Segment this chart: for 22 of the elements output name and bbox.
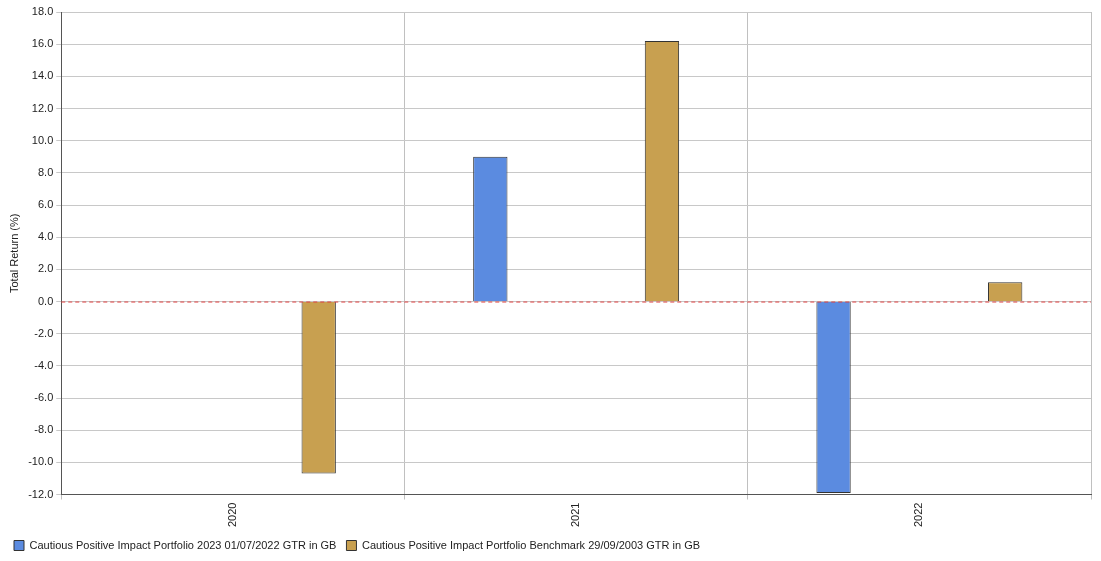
y-tick-label: -12.0 xyxy=(28,487,54,500)
y-tick-label: 18.0 xyxy=(31,5,54,18)
legend-label: Cautious Positive Impact Portfolio 2023 01/07/2022 GTR in GB xyxy=(29,538,337,551)
legend-label: Cautious Positive Impact Portfolio Benchmark 29/09/2003 GTR in GB xyxy=(361,538,701,551)
y-tick-label: 12.0 xyxy=(31,101,54,114)
y-tick-label: 8.0 xyxy=(37,165,54,178)
y-tick-label: -8.0 xyxy=(34,423,54,436)
x-tick-label: 2022 xyxy=(912,502,925,528)
y-tick-label: -4.0 xyxy=(34,358,54,371)
x-tick-label: 2020 xyxy=(225,502,238,528)
y-tick-label: 14.0 xyxy=(31,69,54,82)
y-tick-label: -6.0 xyxy=(34,391,54,404)
y-tick-label: 2.0 xyxy=(37,262,54,275)
x-tick-label: 2021 xyxy=(569,502,582,528)
y-tick-label: -2.0 xyxy=(34,326,54,339)
y-tick-label: 6.0 xyxy=(37,198,54,211)
y-tick-label: 16.0 xyxy=(31,37,54,50)
y-tick-label: 0.0 xyxy=(37,294,54,307)
y-tick-label: 10.0 xyxy=(31,133,54,146)
y-axis-title: Total Return (%) xyxy=(7,213,20,294)
y-tick-label: -10.0 xyxy=(28,455,54,468)
y-tick-label: 4.0 xyxy=(37,230,54,243)
